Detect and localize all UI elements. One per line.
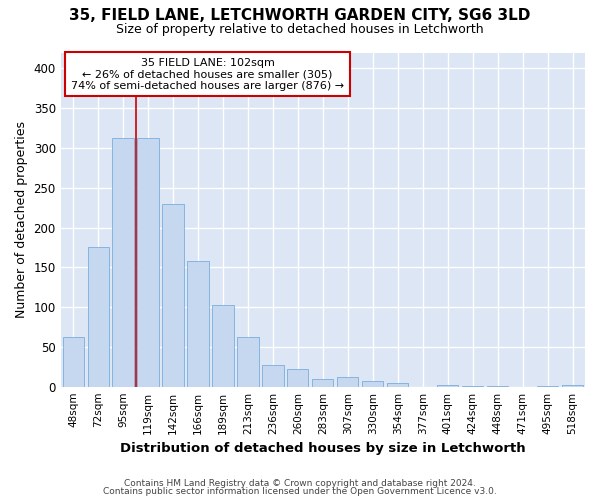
Bar xyxy=(562,385,583,386)
Text: Size of property relative to detached houses in Letchworth: Size of property relative to detached ho… xyxy=(116,22,484,36)
Bar xyxy=(262,365,284,386)
Bar xyxy=(287,369,308,386)
Bar xyxy=(163,204,184,386)
Bar xyxy=(437,385,458,386)
Bar xyxy=(88,248,109,386)
Y-axis label: Number of detached properties: Number of detached properties xyxy=(15,121,28,318)
Bar xyxy=(312,378,334,386)
Bar xyxy=(337,377,358,386)
Bar xyxy=(212,304,233,386)
X-axis label: Distribution of detached houses by size in Letchworth: Distribution of detached houses by size … xyxy=(120,442,526,455)
Text: 35, FIELD LANE, LETCHWORTH GARDEN CITY, SG6 3LD: 35, FIELD LANE, LETCHWORTH GARDEN CITY, … xyxy=(70,8,530,22)
Bar xyxy=(187,261,209,386)
Text: Contains HM Land Registry data © Crown copyright and database right 2024.: Contains HM Land Registry data © Crown c… xyxy=(124,478,476,488)
Bar xyxy=(362,381,383,386)
Bar xyxy=(387,382,409,386)
Bar xyxy=(62,336,84,386)
Bar xyxy=(238,338,259,386)
Text: 35 FIELD LANE: 102sqm
← 26% of detached houses are smaller (305)
74% of semi-det: 35 FIELD LANE: 102sqm ← 26% of detached … xyxy=(71,58,344,90)
Text: Contains public sector information licensed under the Open Government Licence v3: Contains public sector information licen… xyxy=(103,487,497,496)
Bar xyxy=(112,138,134,386)
Bar xyxy=(137,138,158,386)
